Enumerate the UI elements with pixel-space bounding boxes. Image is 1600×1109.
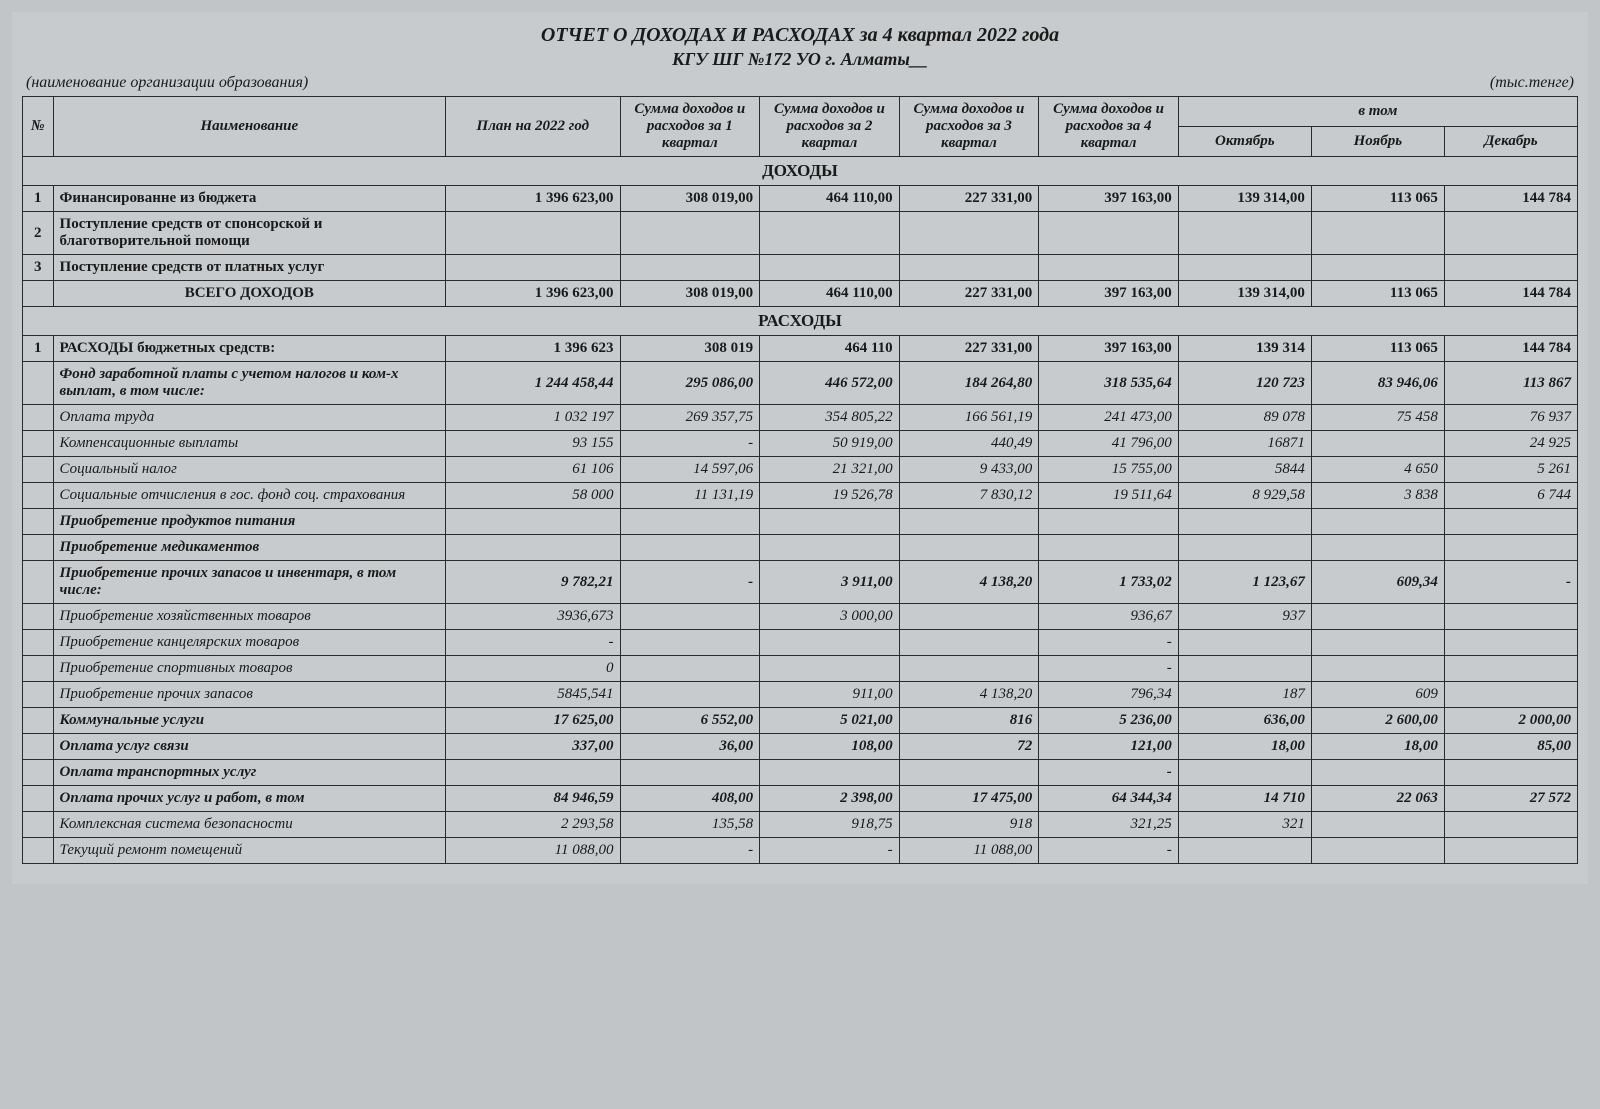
report-table: № Наименование План на 2022 год Сумма до… bbox=[22, 96, 1578, 864]
col-name: Наименование bbox=[53, 97, 446, 157]
col-q2: Сумма доходов и расходов за 2 квартал bbox=[760, 97, 900, 157]
table-body: ДОХОДЫ 1 Финансированне из бюджета 1 396… bbox=[23, 157, 1578, 864]
table-row: Оплата услуг связи 337,00 36,00 108,00 7… bbox=[23, 734, 1578, 760]
table-row: Фонд заработной платы с учетом налогов и… bbox=[23, 362, 1578, 405]
row-name: Текущий ремонт помещений bbox=[53, 838, 446, 864]
table-row: 1 Финансированне из бюджета 1 396 623,00… bbox=[23, 186, 1578, 212]
row-name: Приобретение прочих запасов и инвентаря,… bbox=[53, 561, 446, 604]
report-title: ОТЧЕТ О ДОХОДАХ И РАСХОДАХ за 4 квартал … bbox=[22, 24, 1578, 47]
row-num: 1 bbox=[23, 186, 54, 212]
table-header: № Наименование План на 2022 год Сумма до… bbox=[23, 97, 1578, 157]
section-income-label: ДОХОДЫ bbox=[23, 157, 1578, 186]
table-row: 2 Поступление средств от спонсорской и б… bbox=[23, 212, 1578, 255]
table-row: Коммунальные услуги 17 625,00 6 552,00 5… bbox=[23, 708, 1578, 734]
report-subtitle: КГУ ШГ №172 УО г. Алматы__ bbox=[22, 49, 1578, 70]
table-row: 1 РАСХОДЫ бюджетных средств: 1 396 623 3… bbox=[23, 336, 1578, 362]
col-q4: Сумма доходов и расходов за 4 квартал bbox=[1039, 97, 1179, 157]
col-num: № bbox=[23, 97, 54, 157]
row-num: 2 bbox=[23, 212, 54, 255]
table-row: Социальные отчисления в гос. фонд соц. с… bbox=[23, 483, 1578, 509]
row-name: Приобретение хозяйственных товаров bbox=[53, 604, 446, 630]
table-row: Оплата прочих услуг и работ, в том 84 94… bbox=[23, 786, 1578, 812]
col-in-that: в том bbox=[1178, 97, 1577, 127]
col-nov: Ноябрь bbox=[1311, 127, 1444, 157]
table-row: Приобретение продуктов питания bbox=[23, 509, 1578, 535]
unit-note: (тыс.тенге) bbox=[1490, 74, 1574, 92]
table-row: Приобретение прочих запасов 5845,541 911… bbox=[23, 682, 1578, 708]
row-name: Приобретение продуктов питания bbox=[53, 509, 446, 535]
section-income: ДОХОДЫ bbox=[23, 157, 1578, 186]
table-row: Приобретение медикаментов bbox=[23, 535, 1578, 561]
header-meta-row: (наименование организации образования) (… bbox=[22, 74, 1578, 92]
col-oct: Октябрь bbox=[1178, 127, 1311, 157]
row-name: Приобретение спортивных товаров bbox=[53, 656, 446, 682]
row-name: Финансированне из бюджета bbox=[53, 186, 446, 212]
row-name: Социальные отчисления в гос. фонд соц. с… bbox=[53, 483, 446, 509]
row-num: 3 bbox=[23, 255, 54, 281]
row-name: Комплексная система безопасности bbox=[53, 812, 446, 838]
table-row: Приобретение спортивных товаров 0 - bbox=[23, 656, 1578, 682]
row-name: Социальный налог bbox=[53, 457, 446, 483]
row-name: Оплата прочих услуг и работ, в том bbox=[53, 786, 446, 812]
section-expense: РАСХОДЫ bbox=[23, 307, 1578, 336]
row-name: Поступление средств от спонсорской и бла… bbox=[53, 212, 446, 255]
row-name: Коммунальные услуги bbox=[53, 708, 446, 734]
section-expense-label: РАСХОДЫ bbox=[23, 307, 1578, 336]
col-plan: План на 2022 год bbox=[446, 97, 620, 157]
row-name: Оплата услуг связи bbox=[53, 734, 446, 760]
table-row: Приобретение хозяйственных товаров 3936,… bbox=[23, 604, 1578, 630]
table-row: Оплата транспортных услуг - bbox=[23, 760, 1578, 786]
table-row: Комплексная система безопасности 2 293,5… bbox=[23, 812, 1578, 838]
row-name: Оплата транспортных услуг bbox=[53, 760, 446, 786]
row-name: РАСХОДЫ бюджетных средств: bbox=[53, 336, 446, 362]
col-dec: Декабрь bbox=[1444, 127, 1577, 157]
row-name: Фонд заработной платы с учетом налогов и… bbox=[53, 362, 446, 405]
table-row: Текущий ремонт помещений 11 088,00 - - 1… bbox=[23, 838, 1578, 864]
row-name: Приобретение прочих запасов bbox=[53, 682, 446, 708]
report-page: ОТЧЕТ О ДОХОДАХ И РАСХОДАХ за 4 квартал … bbox=[12, 12, 1588, 884]
col-q3: Сумма доходов и расходов за 3 квартал bbox=[899, 97, 1039, 157]
col-q1: Сумма доходов и расходов за 1 квартал bbox=[620, 97, 760, 157]
row-name: Поступление средств от платных услуг bbox=[53, 255, 446, 281]
table-row: Оплата труда 1 032 197 269 357,75 354 80… bbox=[23, 405, 1578, 431]
row-name: ВСЕГО ДОХОДОВ bbox=[53, 281, 446, 307]
row-name: Приобретение канцелярских товаров bbox=[53, 630, 446, 656]
table-row: Приобретение прочих запасов и инвентаря,… bbox=[23, 561, 1578, 604]
row-name: Приобретение медикаментов bbox=[53, 535, 446, 561]
table-row: 3 Поступление средств от платных услуг bbox=[23, 255, 1578, 281]
table-row: Социальный налог 61 106 14 597,06 21 321… bbox=[23, 457, 1578, 483]
row-total-income: ВСЕГО ДОХОДОВ 1 396 623,00 308 019,00 46… bbox=[23, 281, 1578, 307]
row-name: Компенсационные выплаты bbox=[53, 431, 446, 457]
table-row: Приобретение канцелярских товаров - - bbox=[23, 630, 1578, 656]
table-row: Компенсационные выплаты 93 155 - 50 919,… bbox=[23, 431, 1578, 457]
org-note: (наименование организации образования) bbox=[26, 74, 308, 92]
row-name: Оплата труда bbox=[53, 405, 446, 431]
row-num: 1 bbox=[23, 336, 54, 362]
